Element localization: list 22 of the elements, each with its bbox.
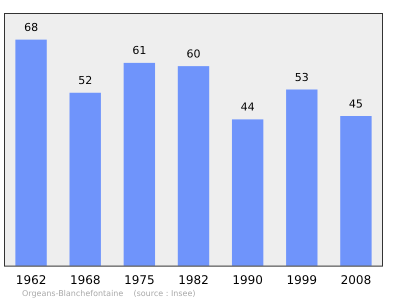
- x-tick-label: 1962: [16, 272, 46, 287]
- data-label: 61: [132, 44, 146, 58]
- x-tick-label: 1982: [178, 272, 209, 287]
- x-tick-label: 2008: [340, 272, 372, 287]
- data-label: 68: [24, 20, 38, 34]
- bar: [124, 62, 156, 266]
- bar: [178, 66, 210, 266]
- x-tick-label: 1968: [70, 272, 100, 287]
- bar: [232, 119, 264, 266]
- x-tick-label: 1990: [232, 272, 263, 287]
- bar: [286, 89, 318, 266]
- bar: [340, 116, 372, 266]
- data-label: 53: [294, 70, 309, 84]
- x-tick-label: 1975: [124, 272, 155, 287]
- data-label: 52: [78, 74, 92, 88]
- data-label: 44: [240, 100, 255, 114]
- data-label: 45: [348, 97, 363, 110]
- data-label: 60: [186, 48, 200, 61]
- bar: [15, 40, 47, 266]
- text: Orgeans-Blanchefontaine (source : Insee): [22, 289, 196, 298]
- x-tick-label: 1999: [286, 272, 318, 287]
- bar: [70, 92, 101, 266]
